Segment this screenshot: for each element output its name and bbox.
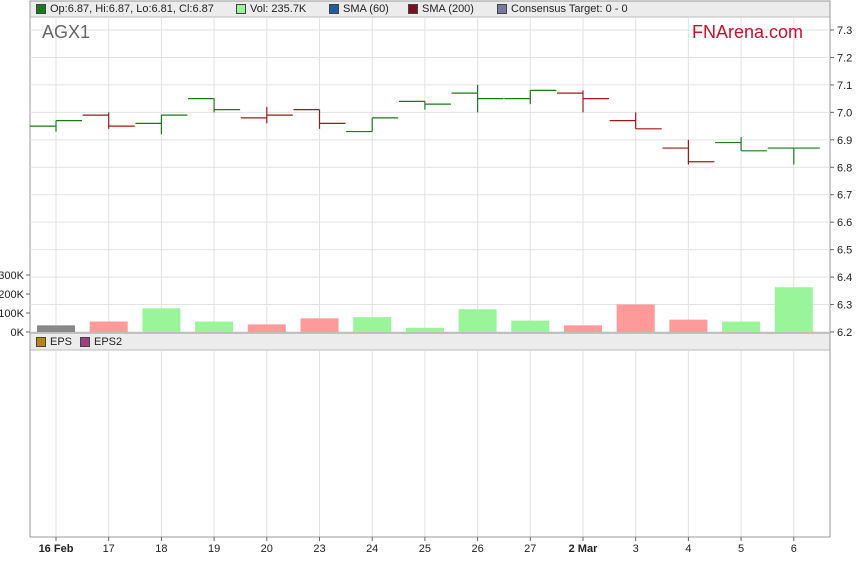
- price-tick-label: 6.9: [837, 135, 852, 147]
- volume-bars: [37, 287, 813, 332]
- ohlc-bars: [30, 84, 820, 165]
- eps-text: EPS: [50, 336, 73, 348]
- volume-bar: [89, 321, 128, 332]
- ohlc-legend: Op:6.87, Hi:6.87, Lo:6.81, Cl:6.87: [36, 3, 214, 15]
- ohlc-bar: [451, 84, 504, 113]
- volume-bar: [142, 308, 181, 332]
- ohlc-bar: [346, 117, 399, 133]
- date-tick-label: 26: [471, 543, 483, 555]
- price-tick-label: 7.2: [837, 52, 852, 64]
- volume-bar: [247, 324, 286, 332]
- volume-tick-label: 100K: [0, 308, 25, 320]
- eps2-legend[interactable]: EPS2: [80, 336, 122, 348]
- price-panel-frame: [29, 0, 831, 333]
- price-tick-label: 6.6: [837, 217, 852, 229]
- price-tick-label: 6.5: [837, 245, 852, 257]
- volume-legend: Vol: 235.7K: [236, 3, 306, 15]
- volume-axis: 300K 200K 100K 0K: [0, 270, 30, 339]
- eps2-swatch-icon: [80, 337, 90, 347]
- volume-bar: [564, 325, 602, 332]
- volume-tick-label: 200K: [0, 289, 25, 301]
- volume-bar: [774, 287, 813, 332]
- date-tick-label: 24: [366, 543, 378, 555]
- eps-legend-bar: [29, 332, 831, 351]
- date-tick-label: 20: [261, 543, 273, 555]
- eps-panel-frame: [29, 332, 831, 538]
- volume-swatch-icon: [236, 4, 246, 14]
- volume-bar: [458, 309, 497, 332]
- ohlc-bar: [293, 109, 346, 129]
- eps-swatch-icon: [36, 337, 46, 347]
- volume-bar: [722, 321, 761, 332]
- volume-tick-label: 300K: [0, 270, 25, 282]
- price-tick-label: 7.3: [837, 25, 852, 37]
- eps-legend[interactable]: EPS: [36, 336, 72, 348]
- date-tick-label: 2 Mar: [569, 543, 598, 555]
- ohlc-bar: [715, 137, 768, 152]
- volume-bar: [37, 325, 75, 332]
- ohlc-bar: [135, 114, 188, 135]
- price-tick-label: 6.8: [837, 162, 852, 174]
- ohlc-bar: [609, 112, 662, 130]
- ohlc-text: Op:6.87, Hi:6.87, Lo:6.81, Cl:6.87: [50, 3, 214, 15]
- price-axis: 7.3 7.2 7.1 7.0 6.9 6.8 6.7 6.6 6.5 6.4 6.3 6.2: [830, 25, 852, 339]
- sma200-swatch-icon: [408, 4, 418, 14]
- ohlc-bar: [398, 100, 451, 110]
- chart-grid: [30, 17, 830, 537]
- volume-bar: [616, 304, 655, 332]
- consensus-text: Consensus Target: 0 - 0: [511, 3, 628, 15]
- price-tick-label: 7.0: [837, 107, 852, 119]
- price-tick-label: 7.1: [837, 80, 852, 92]
- date-tick-label: 4: [685, 543, 691, 555]
- ohlc-bar: [82, 112, 135, 129]
- ohlc-bar: [557, 90, 609, 113]
- volume-bar: [669, 319, 708, 332]
- ticker-symbol: AGX1: [42, 22, 91, 42]
- volume-tick-label: 0K: [11, 327, 25, 339]
- ohlc-bar: [662, 139, 715, 165]
- sma200-text: SMA (200): [422, 3, 474, 15]
- volume-bar: [353, 317, 392, 332]
- date-tick-label: 23: [313, 543, 325, 555]
- date-tick-label: 17: [103, 543, 115, 555]
- ohlc-bar: [188, 98, 241, 113]
- brand-logo[interactable]: FNArena.com: [692, 22, 804, 42]
- volume-bar: [195, 321, 234, 332]
- volume-text: Vol: 235.7K: [250, 3, 307, 15]
- date-tick-label: 6: [791, 543, 797, 555]
- date-tick-label: 16 Feb: [39, 543, 74, 555]
- date-tick-label: 25: [419, 543, 431, 555]
- price-tick-label: 6.3: [837, 300, 852, 312]
- date-tick-label: 18: [155, 543, 167, 555]
- eps2-text: EPS2: [94, 336, 123, 348]
- date-axis: 16 Feb 17 18 19 20 23 24 25 26 27 2 Mar 3 4 5 6: [30, 536, 830, 555]
- ohlc-bar: [767, 147, 820, 165]
- ohlc-bar: [240, 106, 293, 124]
- date-tick-label: 3: [633, 543, 639, 555]
- consensus-legend[interactable]: Consensus Target: 0 - 0: [497, 3, 628, 15]
- date-tick-label: 27: [524, 543, 536, 555]
- date-tick-label: 19: [208, 543, 220, 555]
- sma60-swatch-icon: [329, 4, 339, 14]
- chart-frames: [29, 0, 831, 538]
- volume-bar: [300, 318, 339, 332]
- sma60-text: SMA (60): [343, 3, 389, 15]
- ohlc-bar: [504, 89, 557, 105]
- volume-bar: [511, 320, 550, 332]
- date-tick-label: 5: [738, 543, 744, 555]
- price-tick-label: 6.4: [837, 272, 852, 284]
- consensus-swatch-icon: [497, 4, 507, 14]
- price-tick-label: 6.7: [837, 190, 852, 202]
- ohlc-swatch-icon: [36, 4, 46, 14]
- sma60-legend[interactable]: SMA (60): [329, 3, 389, 15]
- sma200-legend[interactable]: SMA (200): [408, 3, 474, 15]
- ohlc-bar: [30, 119, 82, 132]
- volume-bar: [405, 327, 444, 332]
- price-tick-label: 6.2: [837, 327, 852, 339]
